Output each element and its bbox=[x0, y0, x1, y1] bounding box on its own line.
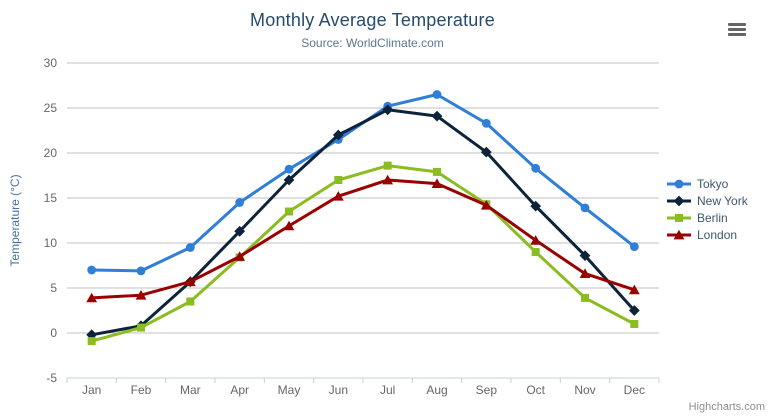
data-point-tokyo-jan[interactable] bbox=[87, 265, 97, 275]
data-point-london-feb[interactable] bbox=[135, 290, 147, 300]
x-axis-label-apr: Apr bbox=[230, 383, 249, 397]
legend: Tokyo New York Berlin London bbox=[666, 175, 748, 243]
series-new-york bbox=[86, 104, 640, 341]
data-point-london-apr[interactable] bbox=[234, 251, 246, 261]
y-axis-label: 25 bbox=[44, 101, 58, 115]
data-point-new-york-dec[interactable] bbox=[628, 305, 640, 316]
data-point-new-york-jul[interactable] bbox=[382, 104, 394, 116]
data-point-berlin-nov[interactable] bbox=[581, 293, 589, 302]
data-point-new-york-oct[interactable] bbox=[530, 200, 542, 212]
data-point-berlin-aug[interactable] bbox=[433, 167, 441, 176]
data-point-berlin-jun[interactable] bbox=[334, 176, 343, 184]
data-point-tokyo-mar[interactable] bbox=[185, 243, 195, 252]
triangle-marker-icon bbox=[667, 229, 691, 239]
y-axis-label: -5 bbox=[46, 371, 57, 385]
data-point-tokyo-aug[interactable] bbox=[432, 90, 442, 99]
data-point-berlin-mar[interactable] bbox=[186, 297, 195, 306]
data-point-tokyo-apr[interactable] bbox=[235, 198, 245, 207]
data-point-london-nov[interactable] bbox=[579, 268, 591, 278]
series-london-line[interactable] bbox=[90, 178, 636, 300]
y-axis-label: 20 bbox=[44, 146, 58, 160]
hamburger-icon bbox=[728, 22, 748, 36]
series-berlin-line[interactable] bbox=[90, 164, 636, 343]
diamond-marker-icon bbox=[667, 195, 691, 206]
data-point-london-may[interactable] bbox=[283, 220, 295, 231]
data-point-new-york-sep[interactable] bbox=[480, 146, 492, 158]
data-point-berlin-may[interactable] bbox=[285, 207, 293, 216]
data-point-tokyo-may[interactable] bbox=[284, 164, 294, 174]
chart-subtitle: Source: WorldClimate.com bbox=[301, 36, 444, 50]
data-point-berlin-dec[interactable] bbox=[630, 320, 639, 328]
x-axis-label-jan: Jan bbox=[82, 383, 101, 397]
legend-label: Tokyo bbox=[697, 176, 729, 191]
data-point-london-aug[interactable] bbox=[431, 178, 443, 188]
series-london bbox=[86, 174, 640, 303]
legend-label: Berlin bbox=[697, 210, 728, 225]
y-axis-label: 10 bbox=[44, 236, 58, 250]
data-point-london-dec[interactable] bbox=[628, 284, 640, 295]
legend-item-berlin[interactable]: Berlin bbox=[666, 209, 748, 226]
x-axis-label-dec: Dec bbox=[624, 383, 645, 397]
data-point-new-york-may[interactable] bbox=[283, 174, 295, 186]
x-axis-label-mar: Mar bbox=[180, 383, 201, 397]
y-axis-label: 15 bbox=[44, 191, 58, 205]
x-axis-label-aug: Aug bbox=[426, 383, 447, 397]
y-axis-label: 0 bbox=[50, 326, 57, 340]
x-axis-label-oct: Oct bbox=[526, 383, 545, 397]
data-point-tokyo-nov[interactable] bbox=[580, 203, 590, 213]
data-point-berlin-jul[interactable] bbox=[383, 161, 392, 170]
x-axis-label-may: May bbox=[278, 383, 301, 397]
square-marker-icon bbox=[667, 213, 691, 222]
legend-marker bbox=[675, 213, 683, 222]
data-point-london-mar[interactable] bbox=[184, 276, 196, 287]
x-axis-label-feb: Feb bbox=[131, 383, 152, 397]
credits-link[interactable]: Highcharts.com bbox=[688, 401, 765, 413]
legend-marker bbox=[674, 179, 684, 188]
circle-marker-icon bbox=[667, 179, 691, 188]
data-point-tokyo-sep[interactable] bbox=[481, 118, 491, 128]
data-point-new-york-apr[interactable] bbox=[234, 225, 246, 237]
x-axis-label-jul: Jul bbox=[380, 383, 395, 397]
legend-marker bbox=[673, 229, 685, 239]
data-point-london-oct[interactable] bbox=[530, 235, 542, 245]
y-axis-title: Temperature (°C) bbox=[8, 174, 22, 266]
y-axis-label: 5 bbox=[50, 281, 57, 295]
data-point-london-jun[interactable] bbox=[332, 191, 344, 201]
data-point-tokyo-oct[interactable] bbox=[531, 163, 541, 173]
data-point-new-york-aug[interactable] bbox=[431, 110, 443, 122]
data-point-new-york-nov[interactable] bbox=[579, 250, 591, 261]
data-point-new-york-jun[interactable] bbox=[332, 129, 344, 141]
legend-marker bbox=[673, 195, 685, 206]
legend-item-new-york[interactable]: New York bbox=[666, 192, 748, 209]
chart-title: Monthly Average Temperature bbox=[250, 10, 495, 30]
legend-label: London bbox=[697, 227, 738, 242]
data-point-tokyo-dec[interactable] bbox=[629, 242, 639, 252]
data-point-london-jan[interactable] bbox=[86, 292, 98, 303]
series-tokyo bbox=[87, 90, 639, 276]
context-menu-button[interactable] bbox=[726, 19, 750, 41]
legend-label: New York bbox=[697, 193, 748, 208]
data-point-london-sep[interactable] bbox=[480, 200, 492, 210]
x-axis-label-sep: Sep bbox=[476, 383, 498, 397]
data-point-berlin-feb[interactable] bbox=[137, 323, 145, 332]
data-point-tokyo-feb[interactable] bbox=[136, 266, 146, 276]
series-berlin bbox=[87, 161, 639, 346]
legend-item-tokyo[interactable]: Tokyo bbox=[666, 175, 748, 192]
legend-item-london[interactable]: London bbox=[666, 226, 748, 243]
data-point-berlin-oct[interactable] bbox=[531, 248, 540, 256]
series-new-york-line[interactable] bbox=[90, 108, 636, 337]
x-axis-label-nov: Nov bbox=[574, 383, 595, 397]
data-point-berlin-jan[interactable] bbox=[87, 337, 96, 346]
data-point-london-jul[interactable] bbox=[382, 174, 394, 185]
x-axis-label-jun: Jun bbox=[329, 383, 348, 397]
y-axis-label: 30 bbox=[44, 56, 58, 70]
